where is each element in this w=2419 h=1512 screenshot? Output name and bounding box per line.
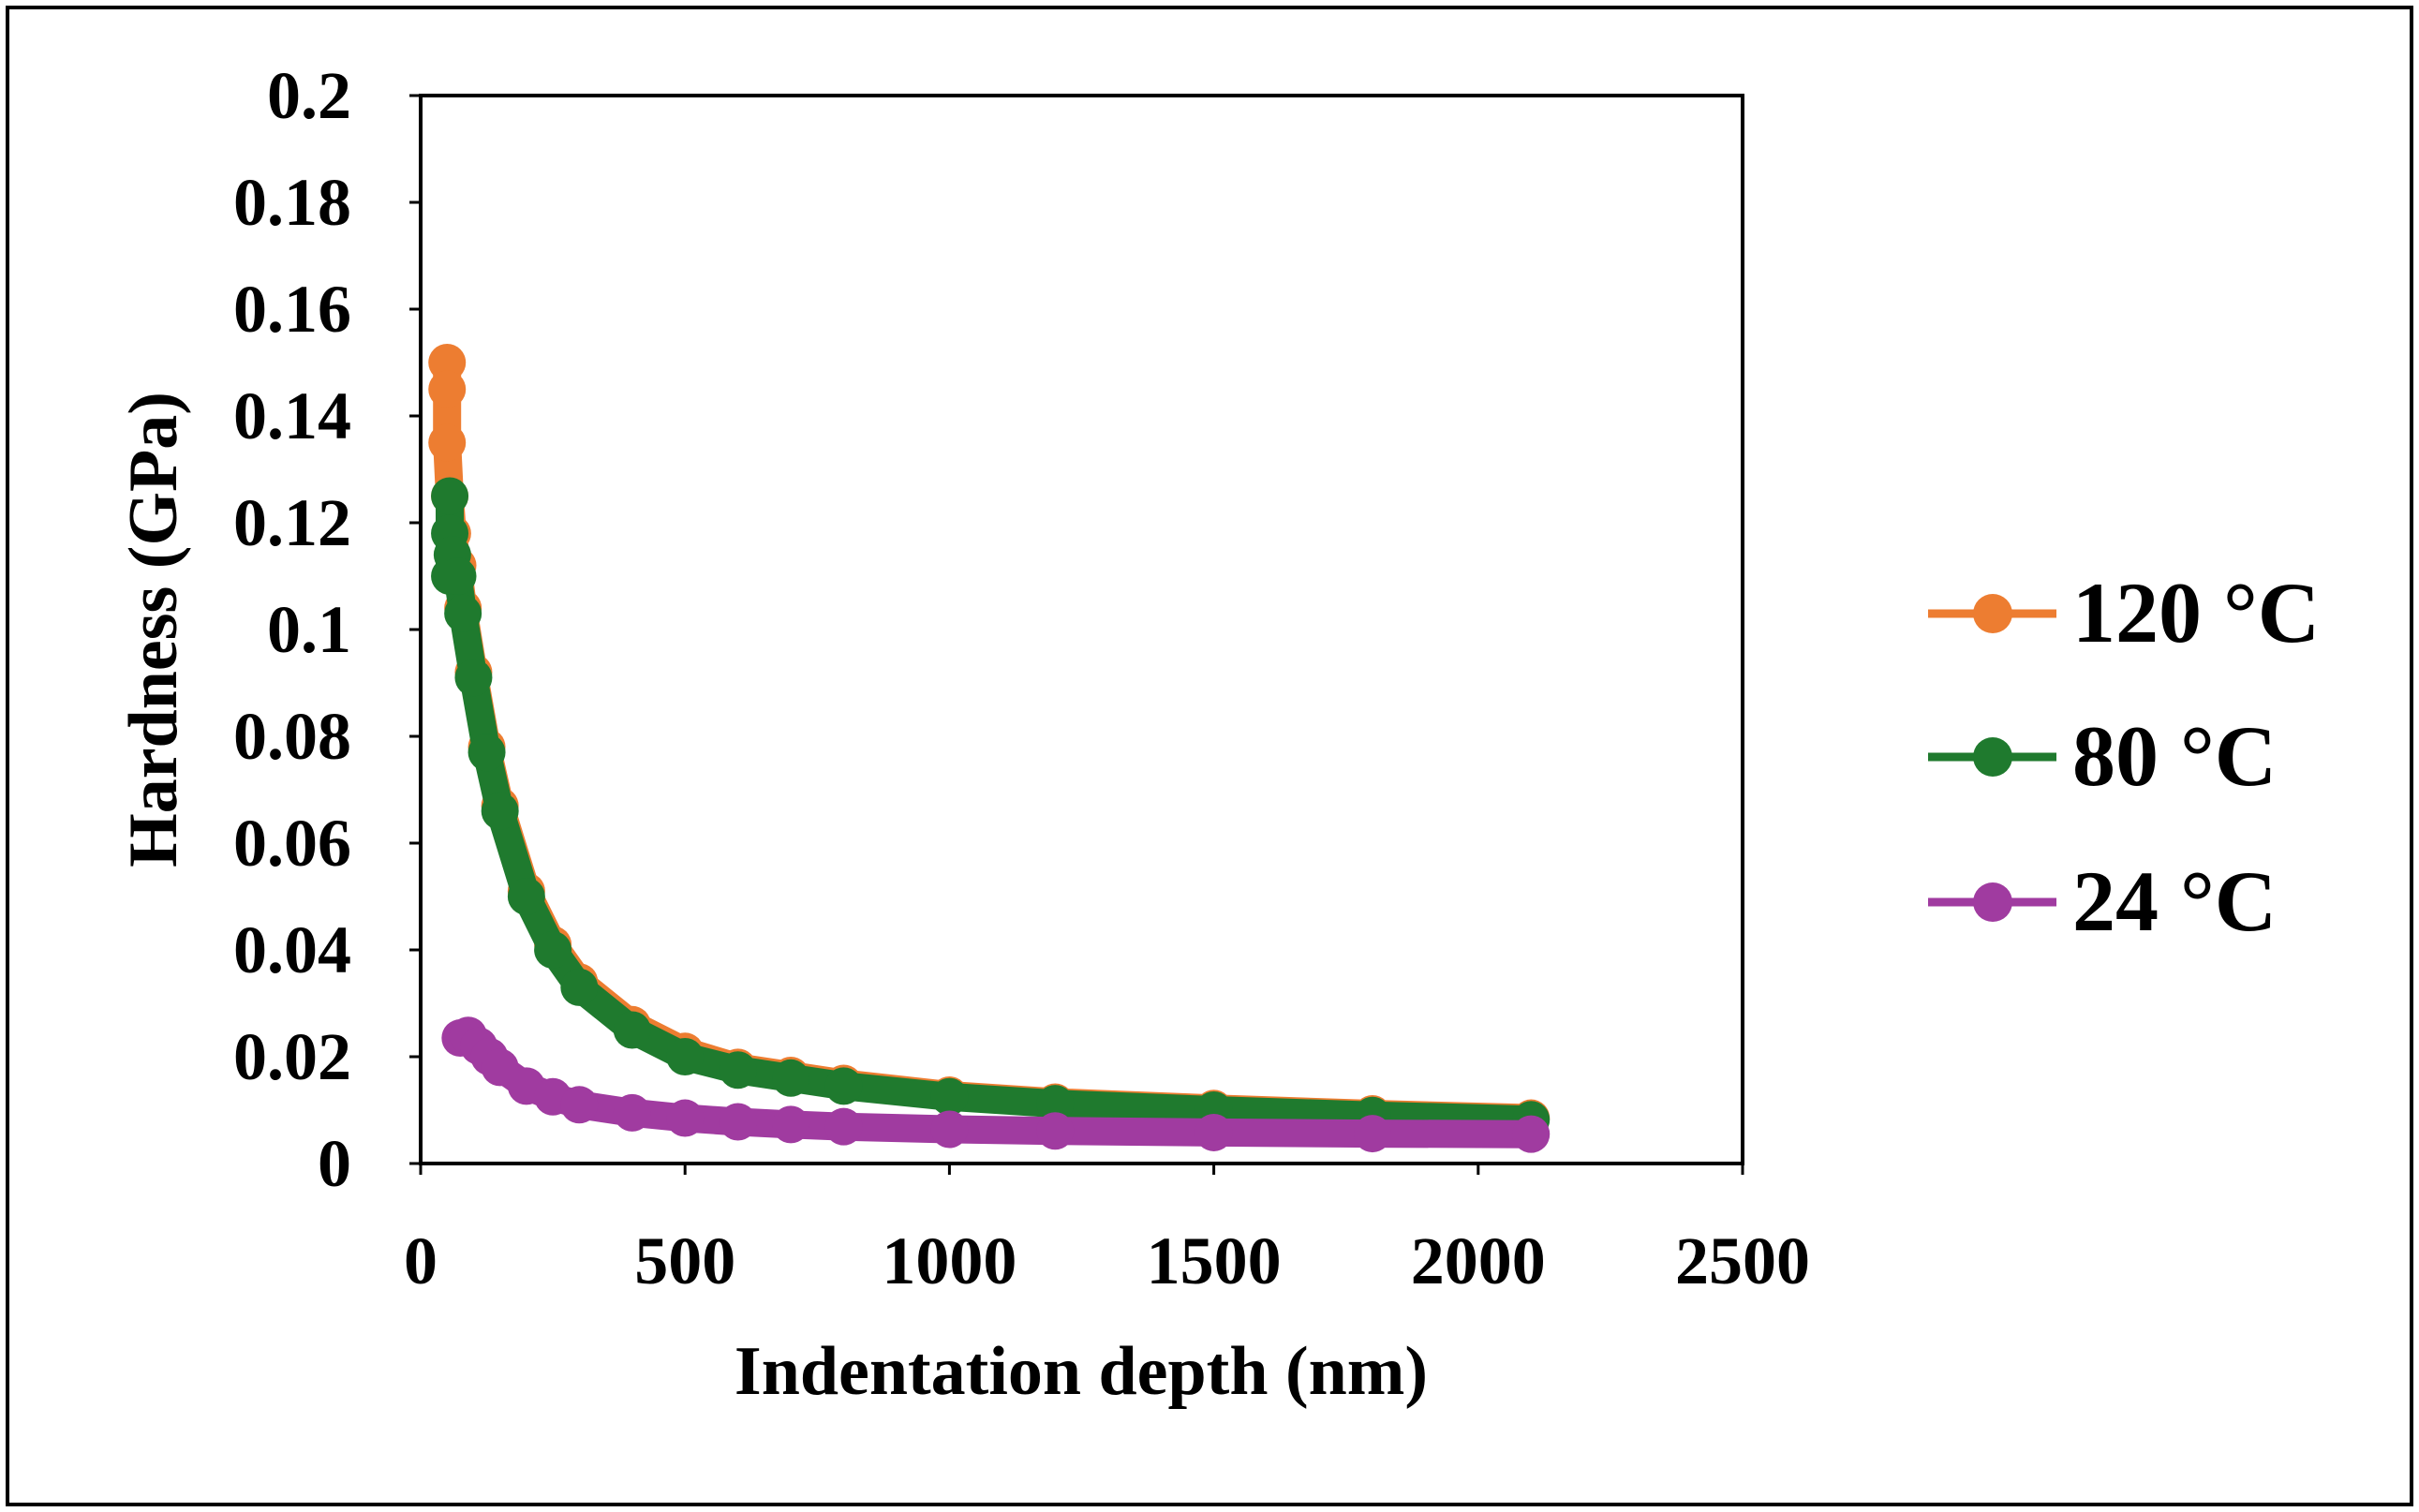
data-point (444, 594, 482, 632)
x-tick-label: 1000 (882, 1223, 1017, 1298)
y-axis-label: Hardness (GPa) (115, 392, 192, 867)
y-tick-label: 0.08 (233, 699, 351, 774)
x-tick-label: 500 (634, 1223, 735, 1298)
data-point (824, 1107, 863, 1146)
data-point (666, 1099, 705, 1137)
data-point (1036, 1085, 1075, 1123)
legend-marker (1973, 737, 2012, 777)
y-tick-label: 0.16 (233, 272, 351, 347)
y-tick-label: 0.12 (233, 485, 351, 560)
legend-marker (1973, 882, 2012, 922)
data-point (1512, 1115, 1551, 1153)
data-point (467, 734, 506, 772)
data-point (438, 557, 477, 595)
data-point (507, 878, 545, 915)
y-tick-label: 0.04 (233, 912, 351, 987)
legend: 120 °C 80 °C 24 °C (1928, 565, 2320, 949)
data-point (428, 344, 467, 381)
data-point (454, 659, 493, 697)
y-tick-label: 0.1 (267, 592, 351, 667)
data-point (772, 1105, 810, 1144)
y-tick-label: 0.06 (233, 806, 351, 881)
data-point (481, 792, 519, 830)
y-tick-label: 0.18 (233, 165, 351, 240)
x-tick-label: 1500 (1147, 1223, 1282, 1298)
legend-label: 24 °C (2072, 853, 2277, 949)
legend-label: 80 °C (2072, 708, 2277, 804)
series-layer (428, 344, 1551, 1153)
data-point (428, 370, 467, 408)
data-point (719, 1051, 757, 1090)
data-point (772, 1059, 810, 1097)
y-tick-labels: 0 0.02 0.04 0.06 0.08 0.1 0.12 0.14 0.16 0.18 0.2 (233, 58, 421, 1201)
y-tick-label: 0 (318, 1126, 351, 1201)
x-axis-label: Indentation depth (nm) (735, 1333, 1428, 1410)
x-tick-label: 0 (404, 1223, 438, 1298)
data-point (1036, 1112, 1075, 1150)
data-point (431, 477, 469, 515)
data-point (824, 1067, 863, 1105)
x-tick-label: 2500 (1675, 1223, 1810, 1298)
legend-label: 120 °C (2072, 565, 2320, 660)
data-point (666, 1038, 705, 1075)
data-point (560, 1086, 599, 1124)
data-point (428, 423, 467, 462)
data-point (613, 1093, 651, 1132)
data-point (1353, 1115, 1391, 1153)
y-tick-label: 0.2 (267, 58, 351, 133)
data-point (930, 1110, 969, 1149)
x-tick-label: 2000 (1411, 1223, 1546, 1298)
data-point (930, 1077, 969, 1116)
data-point (534, 931, 572, 969)
legend-marker (1973, 594, 2012, 633)
data-point (719, 1103, 757, 1141)
x-tick-labels: 0 500 1000 1500 2000 2500 (404, 1164, 1810, 1298)
data-point (1195, 1113, 1233, 1151)
data-point (560, 968, 599, 1006)
data-point (613, 1011, 651, 1049)
data-point (481, 1048, 519, 1087)
y-tick-label: 0.02 (233, 1019, 351, 1094)
y-tick-label: 0.14 (233, 378, 351, 453)
